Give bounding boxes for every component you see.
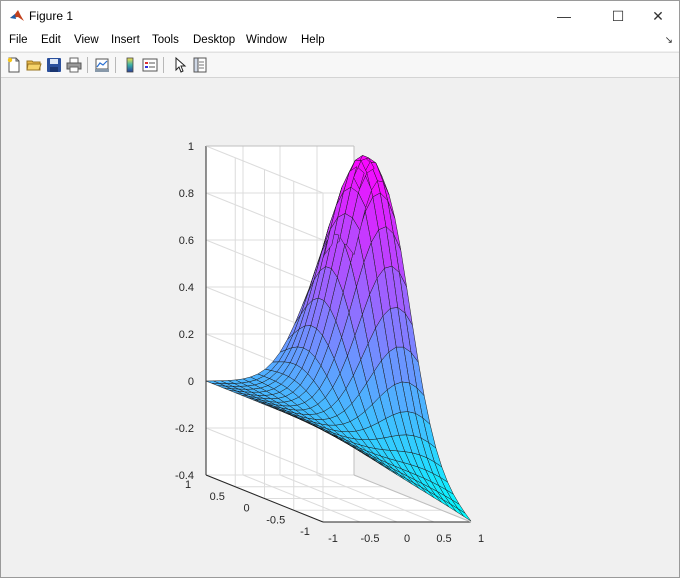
axis-tick-labels: -0.4 -0.2 0 0.2 0.4 0.6 0.8 1 -1 -0.5 0 0.5 1 -1 -0.5 0…: [175, 141, 484, 545]
z-tick-label: -0.2: [175, 423, 194, 435]
menu-desktop[interactable]: Desktop: [193, 34, 236, 46]
toolbar-separator: [115, 57, 116, 73]
figure-toolbar: [1, 52, 679, 78]
menu-tools[interactable]: Tools: [152, 34, 179, 46]
maximize-icon: ☐: [611, 7, 625, 24]
window-title: Figure 1: [29, 9, 74, 23]
surface-mesh: [205, 154, 472, 522]
z-tick-label: 1: [188, 141, 194, 153]
edit-plot-arrow-icon[interactable]: [171, 56, 189, 74]
z-tick-label: 0.4: [179, 282, 194, 294]
minimize-button[interactable]: —: [541, 1, 587, 31]
minimize-icon: —: [557, 8, 571, 24]
menu-view[interactable]: View: [74, 34, 99, 46]
title-bar: Figure 1 — ☐ ✕: [1, 1, 679, 31]
menu-bar: File Edit View Insert Tools Desktop Wind…: [1, 31, 679, 51]
matlab-logo-icon: [9, 8, 25, 24]
toolbar-separator: [87, 57, 88, 73]
y-axis-line: [205, 474, 324, 523]
y-tick-label: 1: [185, 479, 191, 491]
y-tick-label: 0: [243, 503, 249, 515]
y-tick-label: -0.5: [266, 514, 285, 526]
open-folder-icon[interactable]: [25, 56, 43, 74]
link-plot-icon[interactable]: [93, 56, 111, 74]
x-tick-label: 0.5: [436, 533, 451, 545]
menu-file[interactable]: File: [9, 34, 28, 46]
close-button[interactable]: ✕: [635, 1, 679, 31]
dock-arrow-icon[interactable]: ↘: [664, 35, 673, 46]
new-figure-icon[interactable]: [5, 56, 23, 74]
surface-face: [205, 380, 220, 384]
z-tick-label: 0.8: [179, 188, 194, 200]
x-tick-label: 0: [404, 533, 410, 545]
insert-colorbar-icon[interactable]: [121, 56, 139, 74]
y-tick-label: -1: [300, 526, 310, 538]
box-edge: [353, 474, 472, 523]
menu-edit[interactable]: Edit: [41, 34, 61, 46]
menu-window[interactable]: Window: [246, 34, 287, 46]
z-tick-label: -0.4: [175, 470, 194, 482]
menu-help[interactable]: Help: [301, 34, 325, 46]
toolbar-separator: [163, 57, 164, 73]
maximize-button[interactable]: ☐: [595, 1, 641, 31]
x-tick-label: -0.5: [361, 533, 380, 545]
z-tick-label: 0.2: [179, 329, 194, 341]
print-icon[interactable]: [65, 56, 83, 74]
y-tick-label: 0.5: [210, 491, 225, 503]
property-inspector-icon[interactable]: [191, 56, 209, 74]
insert-legend-icon[interactable]: [141, 56, 159, 74]
z-tick-label: 0: [188, 376, 194, 388]
z-tick-label: 0.6: [179, 235, 194, 247]
close-icon: ✕: [652, 7, 664, 24]
surface-plot-canvas[interactable]: -0.4 -0.2 0 0.2 0.4 0.6 0.8 1 -1 -0.5 0 0.5 1 -1 -0.5 0…: [1, 78, 679, 577]
x-tick-label: 1: [478, 533, 484, 545]
save-icon[interactable]: [45, 56, 63, 74]
x-tick-label: -1: [328, 533, 338, 545]
menu-insert[interactable]: Insert: [111, 34, 140, 46]
